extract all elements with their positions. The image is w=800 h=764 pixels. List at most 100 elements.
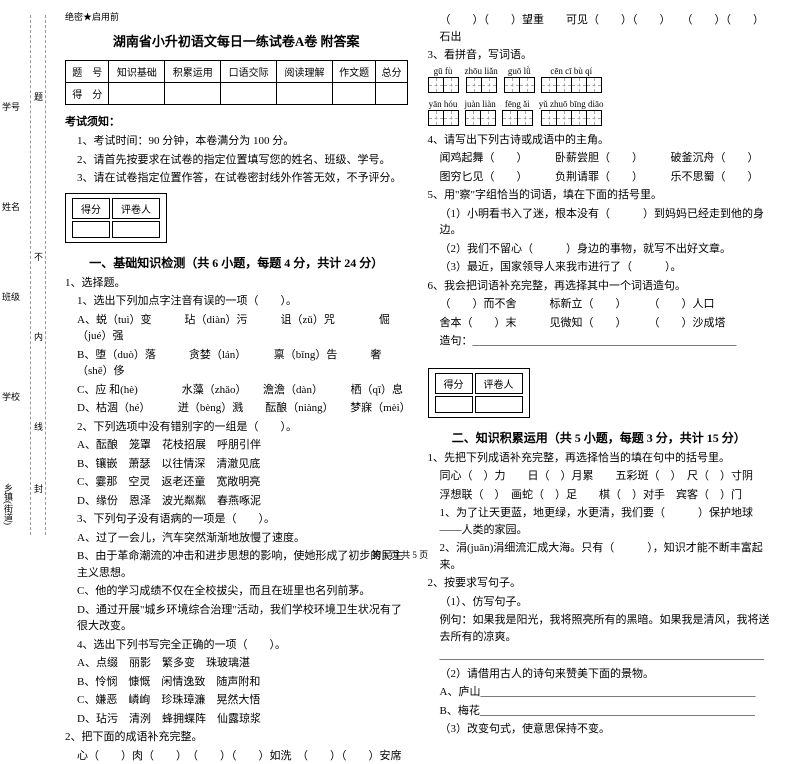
option: D、通过开展"城乡环境综合治理"活动，我们学校环境卫生状况有了很大改变。 bbox=[65, 602, 408, 635]
side-label-name: 姓名 bbox=[2, 200, 20, 213]
th: 知识基础 bbox=[109, 61, 165, 83]
charbox bbox=[571, 110, 587, 126]
section1-heading: 一、基础知识检测（共 6 小题，每题 4 分，共计 24 分） bbox=[65, 254, 408, 271]
secret-label: 绝密★启用前 bbox=[65, 10, 408, 23]
page-container: 绝密★启用前 湖南省小升初语文每日一练试卷A卷 附答案 题 号 知识基础 积累运… bbox=[0, 0, 800, 545]
pinyin-label: yǔ zhuō bīng diāo bbox=[539, 99, 604, 109]
table-row: 得 分 bbox=[66, 83, 408, 105]
dashed-line-1 bbox=[30, 15, 31, 535]
charbox bbox=[502, 110, 518, 126]
sub-question: 3、下列句子没有语病的一项是（ ）。 bbox=[65, 511, 408, 528]
right-column: （ ）（ ）望重 可见（ ）（ ） （ ）（ ）石出 3、看拼音，写词语。 gū… bbox=[418, 10, 781, 545]
notice-heading: 考试须知： bbox=[65, 113, 408, 129]
side-label-township: 乡镇(街道) bbox=[2, 483, 15, 525]
side-label-class: 班级 bbox=[2, 290, 20, 303]
charbox-group: fēng ǎi bbox=[502, 99, 533, 126]
score-table: 题 号 知识基础 积累运用 口语交际 阅读理解 作文题 总分 得 分 bbox=[65, 60, 408, 105]
cell bbox=[112, 221, 160, 238]
blank-line: B、梅花____________________________________… bbox=[428, 703, 771, 720]
cell bbox=[277, 83, 333, 105]
charbox bbox=[541, 77, 557, 93]
charbox-row: gū fù zhōu liǎn guō lǜ cēn cī bù qí bbox=[428, 66, 771, 93]
fill-line: 造句：_____________________________________… bbox=[428, 333, 771, 350]
pinyin-label: fēng ǎi bbox=[505, 99, 530, 109]
left-column: 绝密★启用前 湖南省小升初语文每日一练试卷A卷 附答案 题 号 知识基础 积累运… bbox=[55, 10, 418, 545]
option: C、应 和(hè) 水藻（zhǎo） 澹澹（dàn） 栖（qī）息 bbox=[65, 382, 408, 399]
pinyin-label: zhōu liǎn bbox=[465, 66, 498, 76]
fill-line: （1）小明看书入了迷，根本没有（ ）到妈妈已经走到他的身边。 bbox=[428, 206, 771, 239]
question: 2、按要求写句子。 bbox=[428, 575, 771, 592]
charboxes bbox=[465, 110, 496, 126]
fill-line: 心（ ）肉（ ） （ ）（ ）如洗 （ ）（ ）安席 bbox=[65, 748, 408, 764]
fill-line: （2）我们不留心（ ）身边的事物，就写不出好文章。 bbox=[428, 241, 771, 258]
page-footer: 第 1 页 共 5 页 bbox=[0, 548, 800, 561]
question: 4、请写出下列古诗或成语中的主角。 bbox=[428, 132, 771, 149]
seal-char: 封 bbox=[34, 482, 43, 495]
sub-question: （2）请借用古人的诗句来赞美下面的景物。 bbox=[428, 666, 771, 683]
charboxes bbox=[541, 110, 602, 126]
th: 阅读理解 bbox=[277, 61, 333, 83]
mini-label: 评卷人 bbox=[112, 198, 160, 219]
cell bbox=[475, 396, 523, 413]
sub-question: 2、下列选项中没有错别字的一组是（ ）。 bbox=[65, 419, 408, 436]
fill-line: 闻鸡起舞（ ） 卧薪尝胆（ ） 破釜沉舟（ ） bbox=[428, 150, 771, 167]
fill-line: 1、为了让天更蓝，地更绿，水更清，我们要（ ）保护地球——人类的家园。 bbox=[428, 505, 771, 538]
charbox bbox=[481, 77, 497, 93]
th: 积累运用 bbox=[165, 61, 221, 83]
option: B、镶嵌 萧瑟 以往情深 清澈见底 bbox=[65, 456, 408, 473]
pinyin-label: cēn cī bù qí bbox=[550, 66, 592, 76]
cell bbox=[165, 83, 221, 105]
blank-line: ________________________________________… bbox=[428, 647, 771, 664]
charbox-group: gū fù bbox=[428, 66, 459, 93]
charbox bbox=[428, 110, 444, 126]
example: 例句：如果我是阳光，我将照亮所有的黑暗。如果我是清风，我将送去所有的凉爽。 bbox=[428, 612, 771, 645]
pinyin-charbox-area: gū fùzhōu liǎnguō lǜcēn cī bù qíyān hóuj… bbox=[428, 66, 771, 126]
cell bbox=[109, 83, 165, 105]
charbox bbox=[443, 77, 459, 93]
sub-question: （3）改变句式，使意思保持不变。 bbox=[428, 721, 771, 738]
fill-line: （ ）（ ）望重 可见（ ）（ ） （ ）（ ）石出 bbox=[428, 12, 771, 45]
notice-item: 2、请首先按要求在试卷的指定位置填写您的姓名、班级、学号。 bbox=[65, 152, 408, 169]
charbox bbox=[519, 77, 535, 93]
charbox bbox=[556, 77, 572, 93]
charboxes bbox=[504, 77, 535, 93]
th: 总分 bbox=[376, 61, 407, 83]
question: 5、用"察"字组恰当的词语，填在下面的括号里。 bbox=[428, 187, 771, 204]
table-row: 题 号 知识基础 积累运用 口语交际 阅读理解 作文题 总分 bbox=[66, 61, 408, 83]
charbox bbox=[504, 77, 520, 93]
option: D、枯涸（hé） 迸（bèng）溅 酝酿（niàng） 梦寐（mèi） bbox=[65, 400, 408, 417]
mini-label: 得分 bbox=[72, 198, 110, 219]
option: C、霎那 空灵 返老还童 宽敞明亮 bbox=[65, 474, 408, 491]
option: D、玷污 清洌 蜂拥蝶阵 仙露琼浆 bbox=[65, 711, 408, 728]
th: 题 号 bbox=[66, 61, 109, 83]
question: 2、把下面的成语补充完整。 bbox=[65, 729, 408, 746]
option: C、他的学习成绩不仅在全校拔尖，而且在班里也名列前茅。 bbox=[65, 583, 408, 600]
charboxes bbox=[502, 110, 533, 126]
seal-char: 不 bbox=[34, 250, 43, 263]
charbox-group: zhōu liǎn bbox=[465, 66, 498, 93]
charbox-group: cēn cī bù qí bbox=[541, 66, 602, 93]
cell bbox=[332, 83, 375, 105]
cell bbox=[221, 83, 277, 105]
charbox bbox=[571, 77, 587, 93]
charboxes bbox=[428, 110, 459, 126]
question: 6、我会把词语补充完整，再选择其中一个词语造句。 bbox=[428, 278, 771, 295]
cell bbox=[435, 396, 473, 413]
charbox-group: yǔ zhuō bīng diāo bbox=[539, 99, 604, 126]
th: 口语交际 bbox=[221, 61, 277, 83]
charbox bbox=[586, 77, 602, 93]
notice-item: 1、考试时间：90 分钟，本卷满分为 100 分。 bbox=[65, 133, 408, 150]
th: 作文题 bbox=[332, 61, 375, 83]
row-label: 得 分 bbox=[66, 83, 109, 105]
exam-title: 湖南省小升初语文每日一练试卷A卷 附答案 bbox=[65, 31, 408, 50]
cell bbox=[72, 221, 110, 238]
seal-char: 内 bbox=[34, 330, 43, 343]
charbox bbox=[586, 110, 602, 126]
option: B、堕（duò）落 贪婪（lán） 禀（bǐng）告 奢（shē）侈 bbox=[65, 347, 408, 380]
section2-heading: 二、知识积累运用（共 5 小题，每题 3 分，共计 15 分） bbox=[428, 429, 771, 446]
pinyin-label: juàn liàn bbox=[465, 99, 496, 109]
pinyin-label: guō lǜ bbox=[508, 66, 531, 76]
mini-score-box: 得分评卷人 bbox=[65, 193, 167, 243]
fill-line: （ ）而不舍 标新立（ ） （ ）人口 bbox=[428, 296, 771, 313]
charbox-group: guō lǜ bbox=[504, 66, 535, 93]
